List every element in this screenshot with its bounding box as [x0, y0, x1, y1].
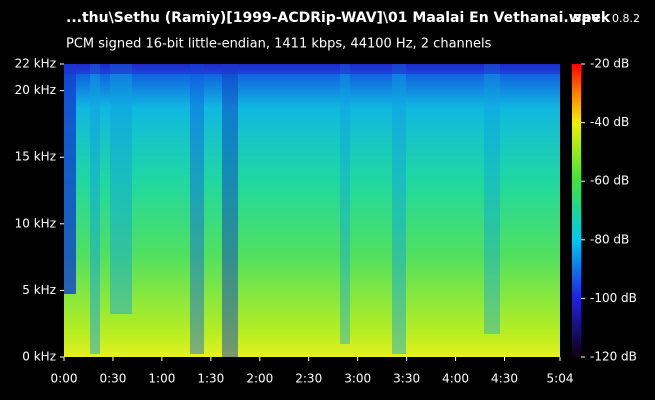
x-tick-label: 5:04	[547, 372, 574, 386]
y-tick-label: 0 kHz	[22, 350, 56, 364]
x-tick-label: 1:30	[197, 372, 224, 386]
color-tick-label: -80 dB	[590, 232, 629, 246]
app-name: spek	[573, 10, 611, 26]
x-tick-label: 4:00	[442, 372, 469, 386]
color-bar	[572, 64, 581, 357]
x-tick-label: 0:30	[99, 372, 126, 386]
color-tick-label: -100 dB	[590, 291, 637, 305]
x-tick-label: 3:30	[393, 372, 420, 386]
y-tick-label: 5 kHz	[22, 283, 56, 297]
x-tick-label: 0:00	[51, 372, 78, 386]
color-tick-label: -60 dB	[590, 174, 629, 188]
color-tick-label: -120 dB	[590, 350, 637, 364]
x-tick-label: 3:00	[344, 372, 371, 386]
x-tick-label: 2:00	[246, 372, 273, 386]
x-tick-label: 4:30	[491, 372, 518, 386]
color-tick-label: -40 dB	[590, 115, 629, 129]
y-tick-label: 10 kHz	[15, 216, 56, 230]
y-tick-label: 22 kHz	[15, 57, 56, 71]
x-tick-label: 1:00	[148, 372, 175, 386]
y-tick-label: 15 kHz	[15, 150, 56, 164]
spectrogram	[64, 64, 560, 357]
x-tick-label: 2:30	[295, 372, 322, 386]
y-tick-label: 20 kHz	[15, 83, 56, 97]
app-version: 0.8.2	[612, 12, 640, 25]
audio-info: PCM signed 16-bit little-endian, 1411 kb…	[66, 37, 492, 52]
file-title: ...thu\Sethu (Ramiy)[1999-ACDRip-WAV]\01…	[66, 10, 600, 26]
color-tick-label: -20 dB	[590, 57, 629, 71]
